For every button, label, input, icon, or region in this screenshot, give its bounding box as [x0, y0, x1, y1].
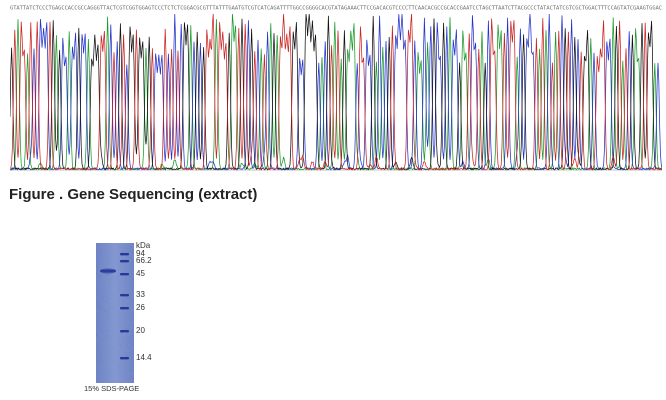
trace-T [10, 13, 662, 171]
marker-label: 45 [136, 269, 145, 278]
trace-A [10, 13, 662, 171]
marker-label: 20 [136, 326, 145, 335]
svg-text:GTATTATCTCCCTGAGCCACCGCCAGGGTT: GTATTATCTCCCTGAGCCACCGCCAGGGTTACTCGTCGGT… [10, 6, 662, 12]
marker-label: 14.4 [136, 353, 152, 362]
ladder-band [120, 294, 129, 297]
trace-G [10, 13, 662, 171]
figure-caption: Figure . Gene Sequencing (extract) [9, 186, 258, 203]
chromatogram-traces [10, 13, 662, 171]
ladder-band [120, 357, 129, 360]
marker-label: 33 [136, 290, 145, 299]
marker-label: 66.2 [136, 256, 152, 265]
ladder-band [120, 330, 129, 333]
kda-unit-label: kDa [136, 241, 151, 250]
marker-label: 26 [136, 303, 145, 312]
sequencing-chromatogram: GTATTATCTCCCTGAGCCACCGCCAGGGTTACTCGTCGGT… [10, 6, 662, 171]
ladder-band [120, 307, 129, 310]
base-call-sequence-strip: GTATTATCTCCCTGAGCCACCGCCAGGGTTACTCGTCGGT… [10, 6, 662, 12]
sds-page-gel-panel: kDa 94 66.2 45 33 26 20 14.4 15% SDS-PAGE [84, 240, 164, 400]
marker-ladder [120, 253, 129, 360]
ladder-band [120, 273, 129, 276]
ladder-band [120, 260, 129, 263]
ladder-band [120, 253, 129, 256]
gel-caption: 15% SDS-PAGE [84, 384, 140, 393]
protein-band [100, 268, 116, 274]
marker-label: 94 [136, 249, 145, 258]
